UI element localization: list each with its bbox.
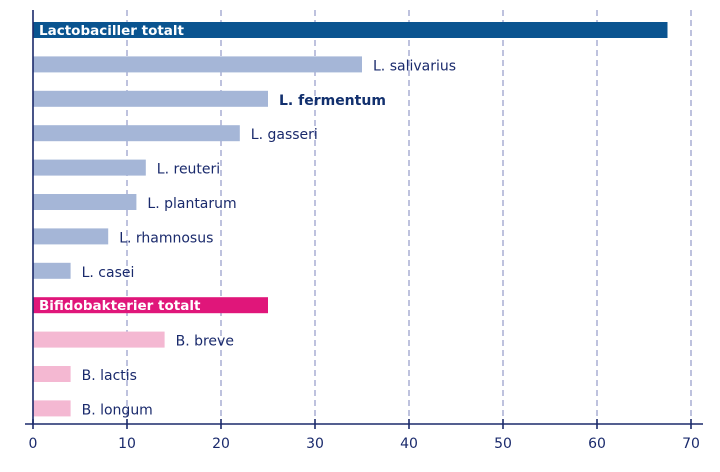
x-axis: 0 10 20 30 40 50 60 70 (25, 10, 703, 452)
grid-lines (126, 10, 692, 424)
bar-label-2: L. fermentum (279, 93, 386, 109)
bar-8 (33, 297, 268, 314)
bar-label-6: L. rhamnosus (119, 230, 213, 246)
bar-4 (33, 159, 146, 176)
bar-6 (33, 228, 109, 245)
x-tick-label-50: 50 (494, 436, 512, 452)
x-tick-label-20: 20 (212, 436, 230, 452)
x-tick-label-30: 30 (306, 436, 324, 452)
bar-5 (33, 194, 137, 210)
x-tick-label-0: 0 (29, 436, 38, 452)
bars (33, 22, 668, 417)
bar-label-4: L. reuteri (157, 162, 220, 178)
bar-label-3: L. gasseri (251, 127, 318, 143)
bar-label-9: B. breve (176, 334, 234, 350)
bar-9 (33, 331, 165, 348)
x-tick-label-60: 60 (588, 436, 606, 452)
bar-label-1: L. salivarius (373, 58, 456, 74)
bar-0 (33, 22, 668, 38)
bar-label-10: B. lactis (82, 368, 137, 384)
bar-11 (33, 400, 71, 417)
x-tick-label-40: 40 (400, 436, 418, 452)
bar-10 (33, 366, 71, 382)
bar-label-7: L. casei (82, 265, 135, 281)
bar-label-5: L. plantarum (147, 196, 236, 212)
x-tick-label-70: 70 (682, 436, 700, 452)
x-tick-label-10: 10 (118, 436, 136, 452)
bar-2 (33, 90, 268, 107)
bar-label-11: B. longum (82, 402, 153, 418)
bar-1 (33, 56, 362, 73)
bar-labels: Lactobaciller totalt L. salivarius L. ferm… (39, 23, 456, 418)
bar-3 (33, 125, 240, 142)
bar-7 (33, 262, 71, 279)
bar-label-0: Lactobaciller totalt (39, 23, 185, 39)
bar-label-8: Bifidobakterier totalt (39, 298, 201, 314)
